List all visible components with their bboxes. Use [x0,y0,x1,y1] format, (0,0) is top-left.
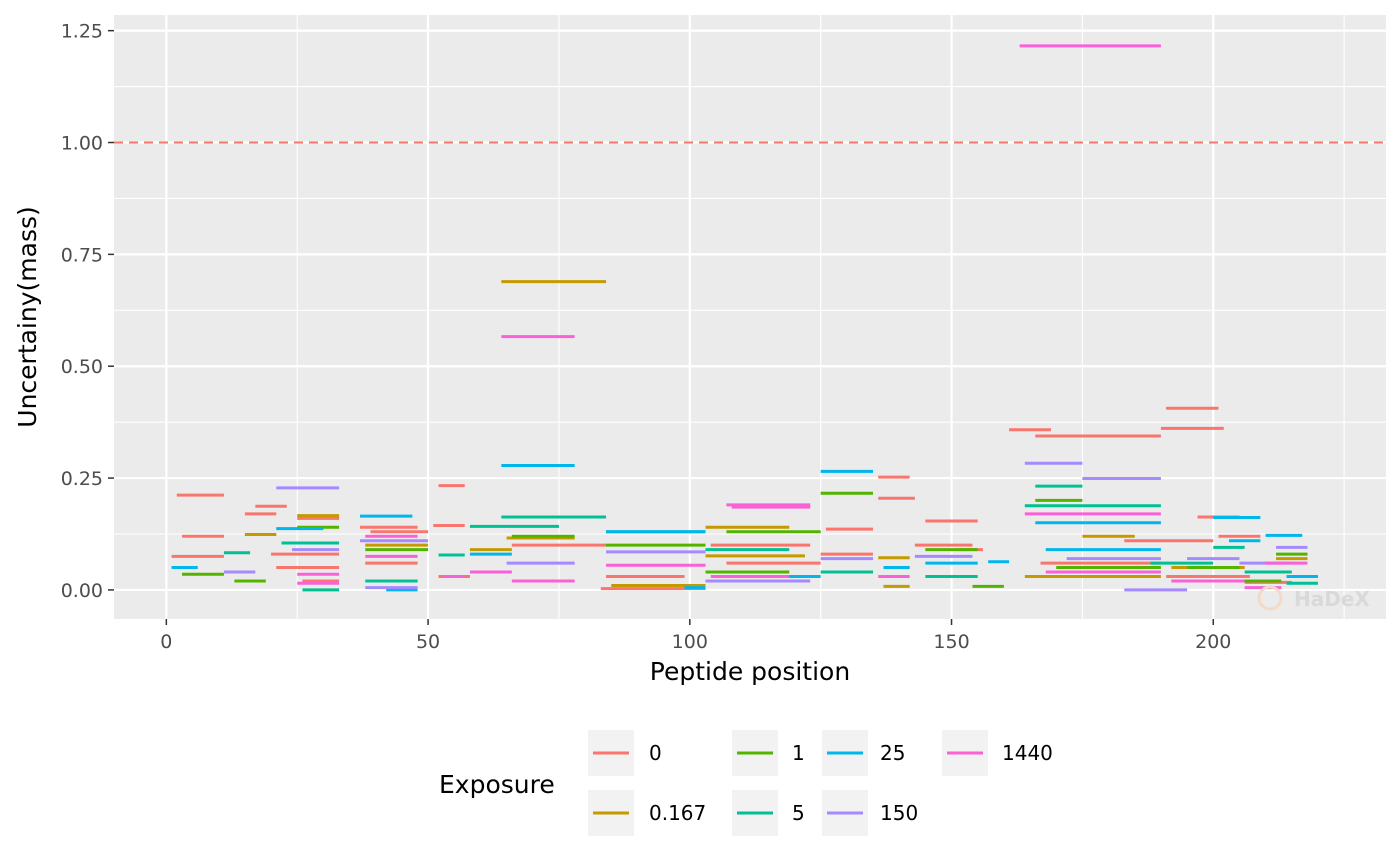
y-tick-labels: 0.00 0.25 0.50 0.75 1.00 1.25 [61,21,103,602]
y-tick-label: 0.75 [61,244,103,266]
y-tick-label: 1.25 [61,21,103,43]
legend-item-25: 25 [822,730,905,776]
minor-gridlines [114,15,1386,619]
legend-item-1: 1 [732,730,805,776]
watermark-text: HaDeX [1294,587,1370,611]
legend-item-1440: 1440 [942,730,1053,776]
y-tick-label: 0.50 [61,356,103,378]
y-tick-label: 1.00 [61,133,103,155]
uncertainty-segments [171,44,1318,592]
x-tick-label: 150 [933,631,969,653]
watermark-logo-icon [1257,585,1283,611]
legend-item-5: 5 [732,790,805,836]
legend-label: 25 [880,741,905,765]
legend-item-0: 0 [588,730,662,776]
legend-label: 1440 [1002,741,1053,765]
legend-title: Exposure [439,770,555,799]
y-tick-label: 0.00 [61,580,103,602]
y-tick-label: 0.25 [61,468,103,490]
x-tick-label: 100 [672,631,708,653]
x-tick-labels: 0 50 100 150 200 [160,631,1231,653]
legend-label: 0.167 [649,801,706,825]
y-axis-title: Uncertainy(mass) [13,206,42,427]
x-tick-label: 50 [416,631,440,653]
axis-ticks [108,29,1215,625]
legend-label: 0 [649,741,662,765]
legend-item-150: 150 [822,790,918,836]
watermark-logo: HaDeX [1257,585,1370,611]
x-tick-label: 0 [160,631,172,653]
legend-label: 1 [792,741,805,765]
x-axis-title: Peptide position [650,657,850,686]
x-tick-label: 200 [1195,631,1231,653]
legend: 0 0.167 1 5 25 150 1440 [588,730,1053,836]
legend-label: 150 [880,801,918,825]
legend-item-0_167: 0.167 [588,790,706,836]
legend-label: 5 [792,801,805,825]
